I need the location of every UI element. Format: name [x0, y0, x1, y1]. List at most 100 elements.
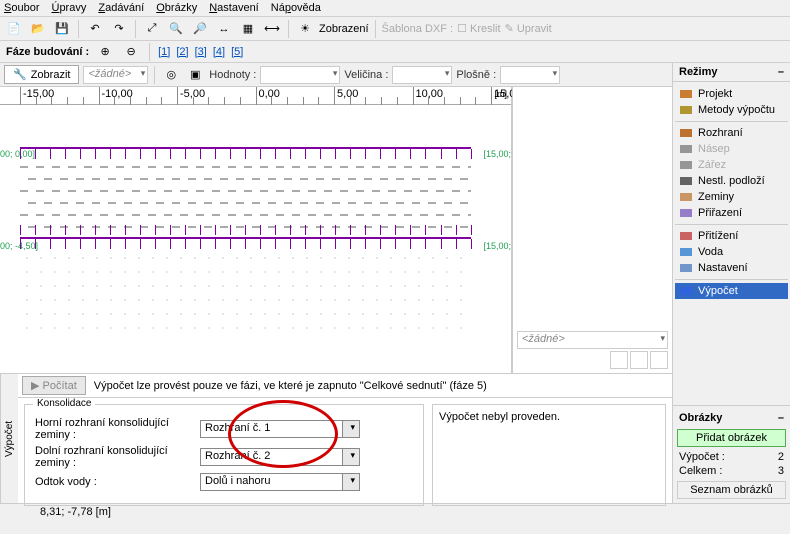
calc-vert-label: Výpočet	[0, 374, 18, 503]
mode-label: Nastavení	[698, 262, 748, 274]
pan-icon[interactable]: ↔	[214, 19, 234, 39]
phase-3[interactable]: [3]	[195, 46, 207, 58]
mode-icon	[679, 104, 693, 116]
redo-icon[interactable]: ↷	[109, 19, 129, 39]
dxf-upravit: ✎ Upravit	[505, 22, 552, 35]
mode-icon	[679, 159, 693, 171]
plosne-combo[interactable]	[500, 66, 560, 84]
calc-panel: Výpočet ▶ Počítat Výpočet lze provést po…	[0, 373, 672, 503]
pic-stat1-v: 3	[778, 465, 784, 477]
phase-4[interactable]: [4]	[213, 46, 225, 58]
phase-5[interactable]: [5]	[231, 46, 243, 58]
view-toolbar: 🔧 Zobrazit <žádné> ◎ ▣ Hodnoty : Veličin…	[0, 63, 672, 87]
view-area: -15,00-10,00-5,000,005,0010,0015,00[m] 0…	[0, 87, 672, 373]
mode-item-zez[interactable]: Zářez	[675, 157, 788, 173]
mode-item-rozhran[interactable]: Rozhraní	[675, 125, 788, 141]
mode-item-nastaven[interactable]: Nastavení	[675, 260, 788, 276]
menubar: Soubor Úpravy Zadávání Obrázky Nastavení…	[0, 0, 790, 17]
result-text: Výpočet nebyl proveden.	[439, 411, 560, 423]
modes-list: Projekt Metody výpočtu Rozhraní Násep Zářez N…	[673, 82, 790, 303]
mode-label: Zářez	[698, 159, 726, 171]
menu-zadavani[interactable]: Zadávání	[98, 2, 144, 14]
undo-icon[interactable]: ↶	[85, 19, 105, 39]
zoom-fit-icon[interactable]: ⤢	[142, 19, 162, 39]
modes-collapse-icon[interactable]: –	[778, 66, 784, 78]
open-icon[interactable]: 📂	[28, 19, 48, 39]
grid-icon[interactable]: ▦	[238, 19, 258, 39]
dxf-kreslit: ☐ Kreslit	[457, 22, 500, 35]
mode-item-piten[interactable]: Přitížení	[675, 228, 788, 244]
pic-stat0-v: 2	[778, 451, 784, 463]
calc-info: Výpočet lze provést pouze ve fázi, ve kt…	[94, 380, 487, 392]
konsolidace-legend: Konsolidace	[33, 398, 95, 409]
side-tool-2[interactable]	[630, 351, 648, 369]
coord-top-right: [15,00;	[483, 149, 511, 159]
result-box: Výpočet nebyl proveden.	[432, 404, 666, 506]
measure-icon[interactable]: ⟷	[262, 19, 282, 39]
row1-select[interactable]: Rozhraní č. 2	[200, 448, 360, 466]
mode-label: Nestl. podloží	[698, 175, 765, 187]
view-label[interactable]: Zobrazení	[319, 23, 369, 35]
side-tool-1[interactable]	[610, 351, 628, 369]
mode-label: Zeminy	[698, 191, 734, 203]
new-icon[interactable]: 📄	[4, 19, 24, 39]
mode-icon	[679, 191, 693, 203]
hodnoty-combo[interactable]	[260, 66, 340, 84]
phase-2[interactable]: [2]	[176, 46, 188, 58]
mode-label: Voda	[698, 246, 723, 258]
pics-collapse-icon[interactable]: –	[778, 412, 784, 424]
menu-soubor[interactable]: Soubor	[4, 2, 39, 14]
menu-napoveda[interactable]: Nápověda	[271, 2, 321, 14]
color-icon[interactable]: ▣	[185, 65, 205, 85]
mode-icon	[679, 207, 693, 219]
target-icon[interactable]: ◎	[161, 65, 181, 85]
side-combo[interactable]: <žádné>	[517, 331, 668, 349]
zoom-out-icon[interactable]: 🔎	[190, 19, 210, 39]
mode-label: Výpočet	[698, 285, 738, 297]
mode-label: Rozhraní	[698, 127, 743, 139]
calc-button[interactable]: ▶ Počítat	[22, 376, 86, 395]
row0-label: Horní rozhraní konsolidující zeminy :	[35, 417, 200, 441]
mode-item-nestlpodlo[interactable]: Nestl. podloží	[675, 173, 788, 189]
mode-icon	[679, 88, 693, 100]
main-toolbar: 📄 📂 💾 ↶ ↷ ⤢ 🔍 🔎 ↔ ▦ ⟷ ☀ Zobrazení Šablon…	[0, 17, 790, 41]
row2-label: Odtok vody :	[35, 476, 200, 488]
drawing-canvas[interactable]: -15,00-10,00-5,000,005,0010,0015,00[m] 0…	[0, 87, 512, 373]
mode-label: Násep	[698, 143, 730, 155]
mode-icon	[679, 143, 693, 155]
hodnoty-label: Hodnoty :	[209, 69, 256, 81]
phase-remove-icon[interactable]: ⊖	[121, 42, 141, 62]
view-combo-1[interactable]: <žádné>	[83, 66, 148, 84]
view-settings-icon[interactable]: ☀	[295, 19, 315, 39]
menu-nastaveni[interactable]: Nastavení	[209, 2, 259, 14]
mode-item-vpoet[interactable]: Výpočet	[675, 283, 788, 299]
modes-title: Režimy	[679, 66, 718, 78]
pic-list-button[interactable]: Seznam obrázků	[677, 481, 786, 499]
mode-icon	[679, 127, 693, 139]
plosne-label: Plošně :	[456, 69, 496, 81]
mode-label: Přitížení	[698, 230, 738, 242]
menu-upravy[interactable]: Úpravy	[51, 2, 86, 14]
phase-label: Fáze budování :	[6, 46, 89, 58]
phase-1[interactable]: [1]	[158, 46, 170, 58]
mode-item-nsep[interactable]: Násep	[675, 141, 788, 157]
mode-item-piazen[interactable]: Přiřazení	[675, 205, 788, 221]
zobrazit-button[interactable]: 🔧 Zobrazit	[4, 65, 79, 84]
side-tool-3[interactable]	[650, 351, 668, 369]
velicina-combo[interactable]	[392, 66, 452, 84]
zoom-in-icon[interactable]: 🔍	[166, 19, 186, 39]
row0-select[interactable]: Rozhraní č. 1	[200, 420, 360, 438]
add-picture-button[interactable]: Přidat obrázek	[677, 429, 786, 447]
coord-bot-right: [15,00;	[483, 241, 511, 251]
mode-icon	[679, 175, 693, 187]
mode-item-zeminy[interactable]: Zeminy	[675, 189, 788, 205]
row2-select[interactable]: Dolů i nahoru	[200, 473, 360, 491]
phase-add-icon[interactable]: ⊕	[95, 42, 115, 62]
menu-obrazky[interactable]: Obrázky	[156, 2, 197, 14]
save-icon[interactable]: 💾	[52, 19, 72, 39]
mode-item-projekt[interactable]: Projekt	[675, 86, 788, 102]
mode-item-metodyvpotu[interactable]: Metody výpočtu	[675, 102, 788, 118]
mode-label: Projekt	[698, 88, 732, 100]
modes-panel: Režimy – Projekt Metody výpočtu Rozhraní Ná…	[672, 63, 790, 503]
mode-item-voda[interactable]: Voda	[675, 244, 788, 260]
